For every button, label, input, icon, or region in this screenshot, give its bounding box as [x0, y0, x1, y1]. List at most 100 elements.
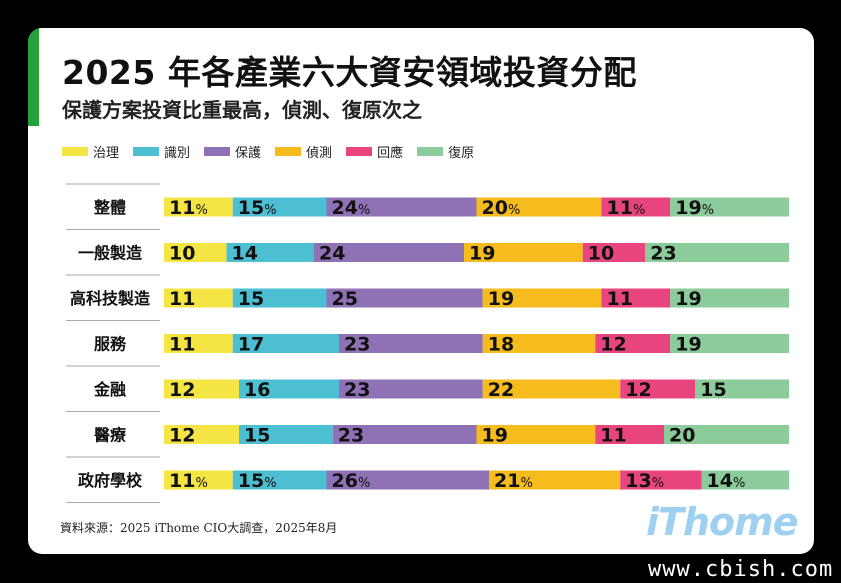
source-note: 資料來源：2025 iThome CIO大調查，2025年8月	[60, 521, 338, 535]
data-label: 19	[488, 288, 514, 310]
data-label: 19	[482, 425, 508, 447]
bar-segment	[326, 197, 477, 217]
bar-segment	[464, 243, 583, 262]
bar-segment	[164, 243, 227, 262]
bar-segment	[232, 197, 327, 217]
legend-swatch	[204, 147, 231, 156]
bar-segment	[232, 288, 327, 308]
bar-segment	[482, 334, 596, 353]
legend-label: 回應	[377, 146, 404, 161]
legend-item-1: 識別	[133, 142, 190, 161]
data-label: 24%	[332, 197, 371, 219]
row-label: 政府學校	[78, 471, 143, 490]
bar-segment	[314, 243, 464, 262]
bar-segment	[226, 243, 314, 262]
data-label: 25	[332, 288, 358, 310]
bar-segment	[695, 379, 789, 399]
row-label: 整體	[93, 198, 126, 217]
bar-segment	[701, 470, 789, 490]
legend-swatch	[62, 147, 88, 156]
legend-label: 保護	[235, 146, 262, 161]
chart-card: 2025 年各產業六大資安領域投資分配 保護方案投資比重最高，偵測、復原次之 治…	[28, 28, 814, 554]
bar-segment	[232, 470, 327, 490]
data-label: 14	[232, 243, 258, 265]
bar-segment	[332, 425, 477, 444]
bar-segment	[482, 379, 621, 399]
legend-label: 復原	[448, 146, 475, 161]
data-label: 15	[238, 288, 264, 310]
legend-item-2: 保護	[204, 142, 261, 161]
bar-segment	[476, 197, 602, 217]
data-label: 12	[625, 379, 651, 401]
data-label: 21%	[494, 470, 533, 492]
legend-swatch	[417, 147, 444, 156]
ithome-logo: iThome	[646, 500, 798, 544]
data-label: 15%	[238, 197, 277, 219]
bar-segment	[601, 197, 671, 217]
chart-title: 2025 年各產業六大資安領域投資分配	[62, 53, 637, 92]
legend-swatch	[133, 147, 160, 156]
data-label: 13%	[625, 470, 664, 492]
bar-segment	[489, 470, 621, 490]
bar-segment	[164, 197, 233, 217]
data-label: 15%	[238, 470, 277, 492]
bar-segment	[582, 243, 646, 262]
bar-segment	[339, 334, 483, 353]
data-label: 11	[169, 288, 195, 310]
data-label: 11	[607, 288, 633, 310]
data-label: 19	[469, 243, 495, 265]
data-label: 11%	[169, 470, 208, 492]
data-label: 23	[344, 334, 370, 356]
legend-label: 治理	[93, 146, 120, 161]
bar-segment	[482, 288, 602, 308]
data-label: 15	[700, 379, 726, 401]
bar-segment	[164, 379, 239, 399]
legend-item-4: 回應	[346, 142, 403, 161]
bar-segment	[476, 425, 596, 444]
data-label: 16	[244, 379, 270, 401]
data-label: 11	[169, 334, 195, 356]
stacked-bar-chart: 整體 11% 15% 24% 20% 11% 19% 一般製造 10 14 24 19 10 23 高科技製…	[66, 183, 789, 503]
data-label: 22	[488, 379, 514, 401]
data-label: 18	[488, 334, 514, 356]
legend-label: 識別	[164, 146, 191, 161]
bar-segment	[670, 334, 789, 353]
row-label: 高科技製造	[70, 289, 151, 308]
row-label: 金融	[93, 380, 126, 399]
bar-segment	[664, 425, 789, 444]
legend-swatch	[346, 147, 373, 156]
legend-item-3: 偵測	[275, 142, 332, 161]
legend: 治理 識別 保護 偵測 回應 復原	[62, 142, 474, 161]
data-label: 19	[675, 288, 701, 310]
bar-segment	[595, 334, 671, 353]
accent-bar	[28, 28, 39, 126]
legend-label: 偵測	[306, 146, 333, 161]
data-label: 19	[675, 334, 701, 356]
bar-segment	[326, 470, 489, 490]
data-label: 19%	[675, 197, 714, 219]
bar-segment	[239, 425, 333, 444]
bar-segment	[164, 334, 233, 353]
bar-segment	[339, 379, 483, 399]
bar-segment	[670, 197, 789, 217]
data-label: 23	[344, 379, 370, 401]
legend-item-5: 復原	[417, 142, 474, 161]
bar-segment	[164, 425, 239, 444]
data-label: 12	[600, 334, 626, 356]
legend-item-0: 治理	[62, 142, 119, 161]
data-label: 12	[169, 425, 195, 447]
data-label: 10	[588, 243, 614, 265]
bar-segment	[232, 334, 339, 353]
data-label: 12	[169, 379, 195, 401]
bar-segment	[645, 243, 789, 262]
bar-segment	[164, 470, 233, 490]
data-label: 10	[169, 243, 195, 265]
data-label: 26%	[332, 470, 371, 492]
watermark: www.cbish.com	[648, 557, 834, 582]
bar-segment	[620, 379, 696, 399]
data-label: 20	[669, 425, 695, 447]
data-label: 11%	[607, 197, 646, 219]
data-label: 24	[319, 243, 345, 265]
bar-segment	[595, 425, 664, 444]
data-label: 11	[600, 425, 626, 447]
